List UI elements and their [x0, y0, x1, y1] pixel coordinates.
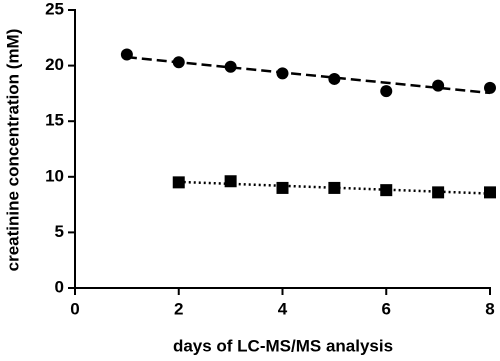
square-point: [224, 175, 237, 188]
circle-point: [224, 60, 237, 73]
circle-point: [120, 48, 133, 61]
y-axis-label: creatinine concentration (mM): [3, 29, 22, 272]
x-tick-label: 2: [174, 299, 183, 318]
circle-point: [432, 79, 445, 92]
square-point: [172, 176, 185, 189]
circle-point: [276, 67, 289, 80]
x-tick-label: 4: [278, 299, 288, 318]
trend-line: [126, 55, 491, 95]
square-point: [380, 184, 393, 197]
x-axis-label: days of LC-MS/MS analysis: [173, 336, 393, 355]
square-point: [328, 181, 341, 194]
y-tick-label: 25: [45, 0, 64, 18]
square-point: [432, 186, 445, 199]
circle-point: [328, 72, 341, 85]
x-tick-label: 6: [382, 299, 391, 318]
y-tick-label: 0: [55, 277, 64, 296]
y-tick-label: 5: [55, 222, 64, 241]
y-tick-label: 10: [45, 166, 64, 185]
circle-point: [380, 85, 393, 98]
square-point: [276, 181, 289, 194]
circle-point: [172, 56, 185, 69]
x-tick-label: 8: [485, 299, 494, 318]
circle-point: [484, 81, 496, 94]
y-tick-label: 20: [45, 55, 64, 74]
x-tick-label: 0: [70, 299, 79, 318]
y-tick-label: 15: [45, 111, 64, 130]
square-point: [484, 186, 496, 199]
